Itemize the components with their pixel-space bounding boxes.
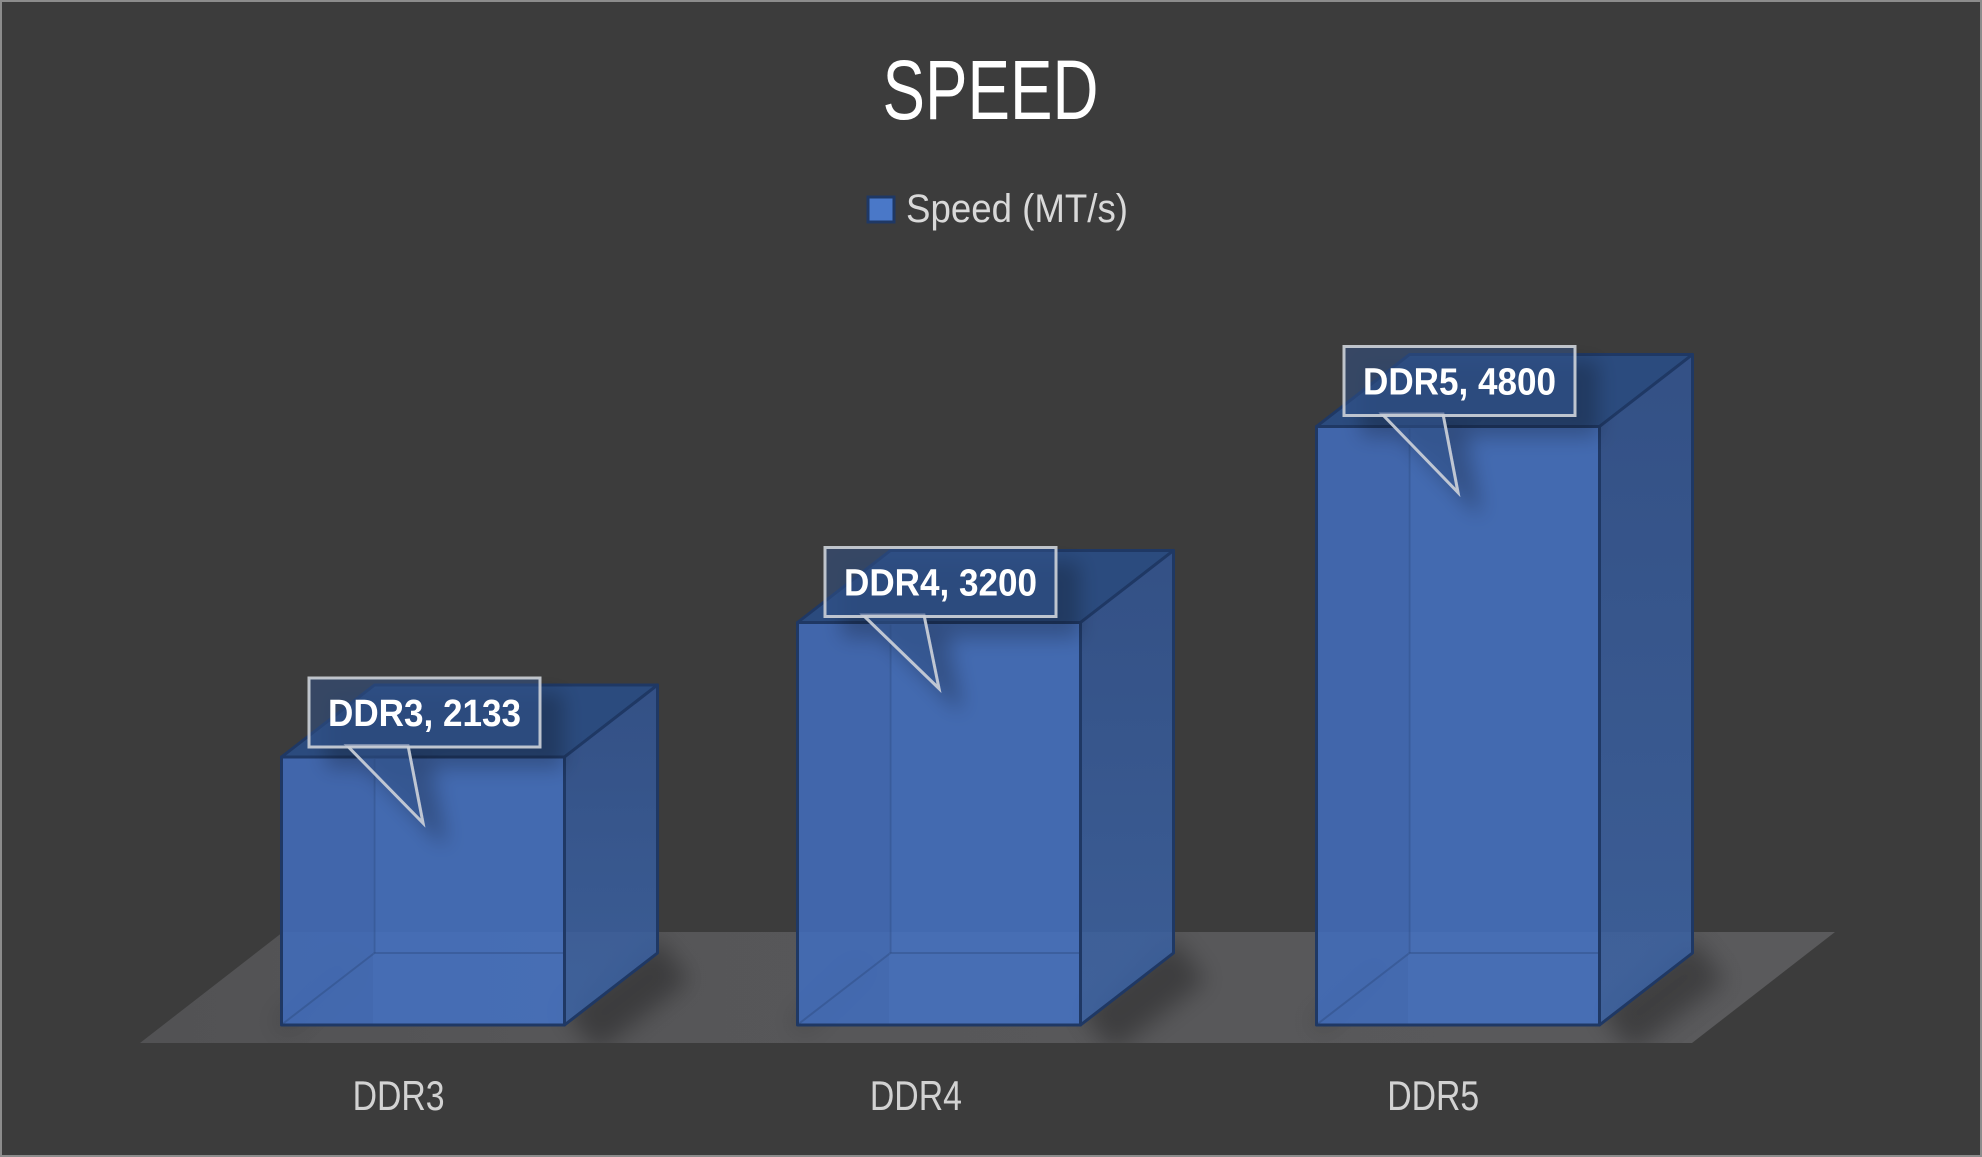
svg-text:DDR5, 4800: DDR5, 4800 — [1363, 362, 1556, 404]
svg-text:DDR3: DDR3 — [353, 1072, 445, 1119]
svg-text:DDR3, 2133: DDR3, 2133 — [328, 693, 521, 735]
svg-text:DDR4: DDR4 — [870, 1072, 962, 1119]
svg-text:Speed (MT/s): Speed (MT/s) — [906, 187, 1128, 231]
svg-text:DDR4, 3200: DDR4, 3200 — [844, 563, 1037, 605]
svg-text:SPEED: SPEED — [883, 43, 1099, 137]
svg-text:DDR5: DDR5 — [1387, 1072, 1479, 1119]
